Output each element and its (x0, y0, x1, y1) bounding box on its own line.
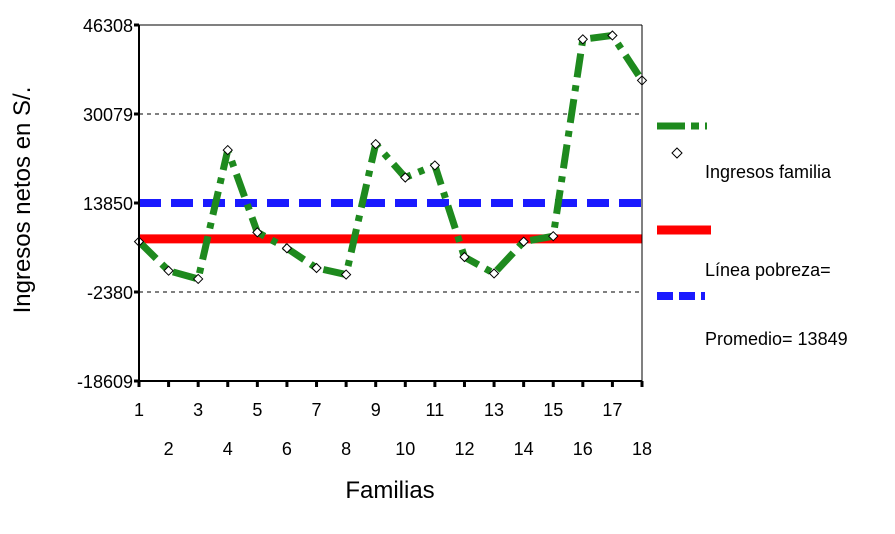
y-tick-label: -2380 (87, 283, 133, 303)
x-tick-label: 15 (543, 400, 563, 420)
y-tick-label: 30079 (83, 105, 133, 125)
x-tick-label: 3 (193, 400, 203, 420)
y-tick-label: 13850 (83, 194, 133, 214)
y-axis-title: Ingresos netos en S/. (9, 87, 36, 314)
x-tick-label: 17 (602, 400, 622, 420)
y-tick-label: -18609 (77, 372, 133, 392)
legend-label: Línea pobreza= (705, 260, 831, 280)
data-point (222, 144, 233, 156)
x-tick-label: 5 (252, 400, 262, 420)
plot-frame (139, 24, 643, 381)
x-axis-title: Familias (345, 477, 434, 504)
x-tick-label: 9 (371, 400, 381, 420)
x-tick-label: 18 (632, 439, 652, 459)
x-tick-label: 16 (573, 439, 593, 459)
data-point (548, 230, 559, 242)
series-layer (133, 30, 648, 285)
x-tick-label: 11 (426, 400, 445, 420)
x-tick-label: 13 (484, 400, 504, 420)
data-point (518, 236, 529, 247)
data-point (281, 243, 293, 254)
x-tick-label: 4 (223, 439, 233, 459)
legend: Ingresos familia Línea pobreza= Promedio= … (657, 122, 848, 349)
y-tick-label: 46308 (83, 16, 133, 36)
data-point (459, 251, 470, 263)
data-point (577, 34, 589, 45)
series-line (136, 31, 645, 283)
data-point (340, 269, 352, 280)
data-point (607, 30, 618, 41)
data-point (252, 227, 263, 238)
x-tick-label: 2 (164, 439, 174, 459)
x-tick-label: 10 (395, 439, 415, 459)
x-tick-label: 1 (134, 400, 144, 420)
x-tick-label: 12 (454, 439, 474, 459)
data-point (488, 268, 500, 279)
data-point (163, 265, 174, 276)
x-tick-label: 6 (282, 439, 292, 459)
data-point (311, 262, 322, 274)
data-point (370, 138, 381, 150)
gridlines (139, 113, 642, 293)
legend-swatch-marker (671, 147, 683, 159)
data-point (429, 160, 441, 171)
legend-label: Promedio= 13849 (705, 329, 848, 349)
legend-label: Ingresos familia (705, 162, 832, 182)
data-point (192, 273, 204, 285)
x-tick-label: 8 (341, 439, 351, 459)
x-tick-label: 7 (312, 400, 322, 420)
data-point (400, 172, 411, 183)
x-tick-label: 14 (514, 439, 534, 459)
